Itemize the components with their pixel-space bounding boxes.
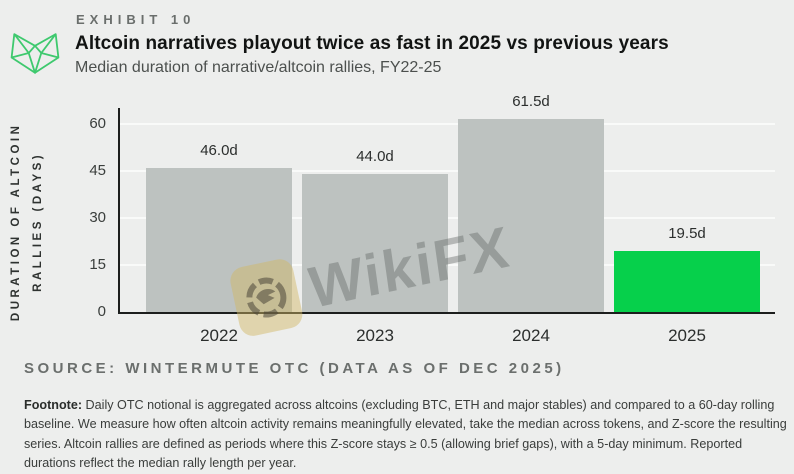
x-tick-2024: 2024 [512, 326, 550, 345]
bar-value-2022: 46.0d [200, 141, 238, 159]
chart-title: Altcoin narratives playout twice as fast… [75, 33, 669, 54]
exhibit-label: EXHIBIT 10 [76, 12, 196, 27]
source-line: SOURCE: WINTERMUTE OTC (DATA AS OF DEC 2… [24, 360, 565, 377]
footnote: Footnote: Daily OTC notional is aggregat… [24, 396, 788, 474]
x-tick-2023: 2023 [356, 326, 394, 345]
x-tick-2022: 2022 [200, 326, 238, 345]
bar-value-2023: 44.0d [356, 147, 394, 165]
y-axis-title-line1: DURATION OF ALTCOIN [10, 122, 23, 322]
wintermute-logo-icon [8, 26, 62, 80]
footnote-text: Daily OTC notional is aggregated across … [24, 398, 787, 471]
bar-value-2024: 61.5d [512, 92, 550, 110]
bar-2025 [614, 250, 760, 312]
y-tick-30: 30 [89, 208, 106, 226]
gridline-60 [118, 122, 775, 125]
y-axis-title-line2: RALLIES (DAYS) [32, 151, 44, 292]
x-axis-line [118, 312, 775, 314]
gridline-45 [118, 169, 775, 172]
y-tick-0: 0 [97, 303, 106, 320]
y-tick-15: 15 [89, 255, 106, 273]
y-tick-45: 45 [89, 161, 106, 179]
bar-2023 [302, 173, 448, 312]
bar-2022 [146, 167, 292, 312]
bar-2024 [458, 118, 604, 312]
y-tick-60: 60 [89, 114, 106, 132]
x-tick-2025: 2025 [668, 326, 706, 345]
chart-subtitle: Median duration of narrative/altcoin ral… [75, 59, 442, 76]
y-axis-title: DURATION OF ALTCOIN RALLIES (DAYS) [6, 42, 50, 402]
footnote-label: Footnote: [24, 398, 83, 412]
y-axis-line [118, 108, 120, 314]
bar-value-2025: 19.5d [668, 224, 706, 242]
